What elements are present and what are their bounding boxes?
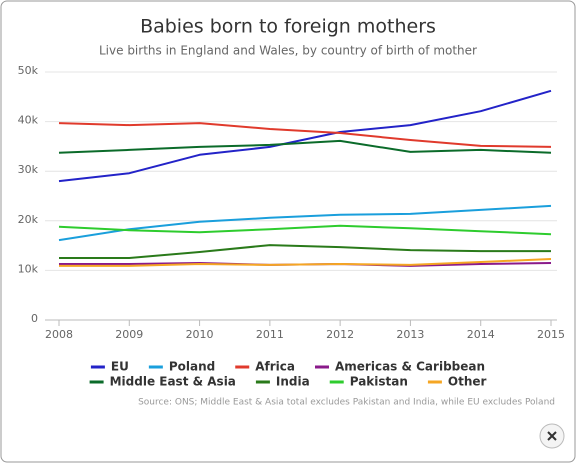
legend-label: EU [111,360,129,374]
series-line [59,244,551,259]
y-tick-label: 40k [18,114,39,127]
x-tick-label: 2014 [467,328,495,341]
series-line [59,258,552,267]
legend-label: Poland [169,360,215,374]
y-tick-label: 20k [18,213,39,226]
y-tick-label: 0 [31,312,38,325]
x-tick-label: 2015 [537,328,565,341]
series-line [58,224,552,236]
y-tick-label: 50k [18,64,39,77]
legend-label: Other [448,375,487,389]
x-tick-label: 2008 [45,328,73,341]
y-tick-label: 30k [18,163,39,176]
y-tick-label: 10k [18,262,39,275]
x-tick-label: 2009 [115,328,143,341]
series-line [58,89,552,183]
x-tick-label: 2010 [186,328,214,341]
x-tick-label: 2011 [256,328,284,341]
source-note: Source: ONS; Middle East & Asia total ex… [138,398,555,408]
close-icon[interactable] [547,431,557,441]
chart-subtitle: Live births in England and Wales, by cou… [99,44,477,58]
x-tick-label: 2013 [396,328,424,341]
legend-row: Middle East & Asia India Pakistan Other [89,375,487,389]
legend-label: Middle East & Asia [110,375,236,389]
legend-row: EU Poland Africa Americas & Caribbean [90,360,485,374]
x-tick-label: 2012 [326,328,354,341]
series-line [58,139,552,154]
legend-label: Pakistan [350,375,408,389]
legend-label: Americas & Caribbean [335,360,485,374]
series-line [58,122,552,148]
legend-label: India [276,375,310,389]
close-button[interactable] [539,423,565,449]
chart-title: Babies born to foreign mothers [140,16,436,38]
legend-label: Africa [255,360,295,374]
series-line [58,204,552,242]
